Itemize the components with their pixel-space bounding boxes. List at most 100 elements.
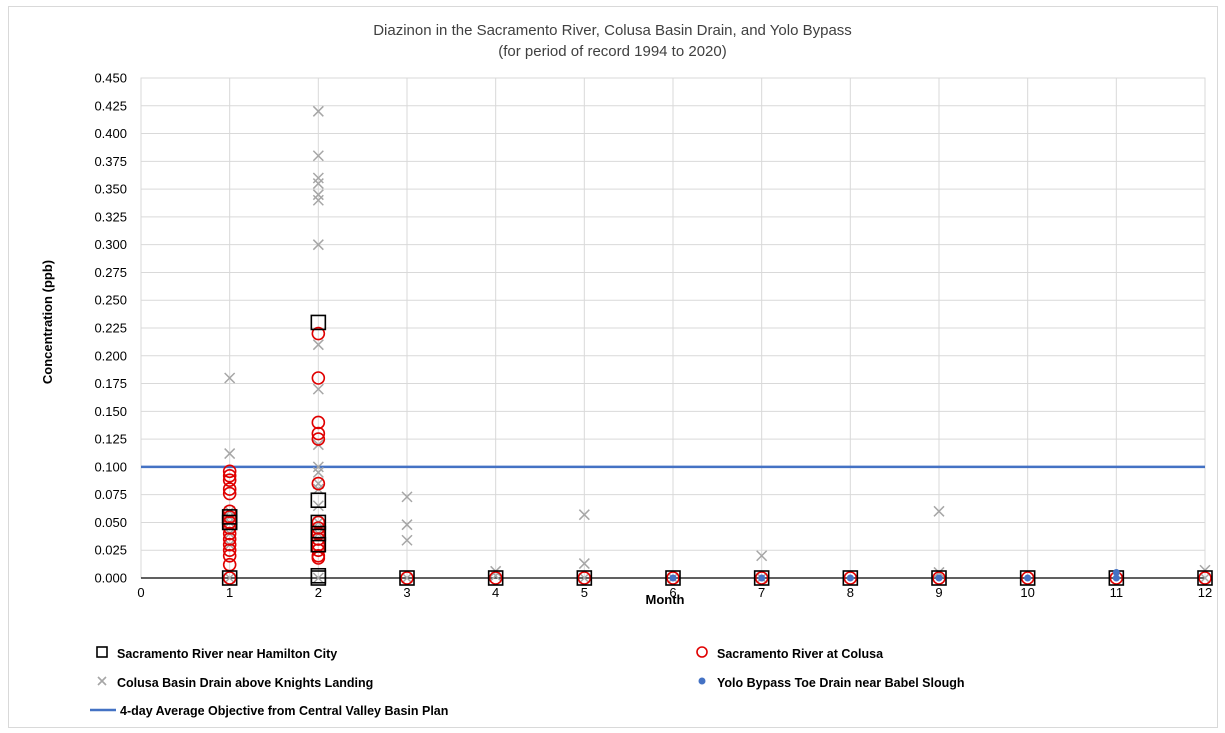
colusa-point <box>488 571 503 585</box>
colusa-point <box>222 537 237 552</box>
colusa-basin-drain-point <box>578 572 590 584</box>
colusa-point <box>311 476 326 491</box>
colusa-point <box>222 548 237 563</box>
hamilton-city-point <box>665 570 681 586</box>
colusa-point <box>311 526 326 541</box>
colusa-basin-drain-point <box>312 466 324 478</box>
hamilton-city-point <box>487 570 504 586</box>
x-axis-label: Month <box>646 592 685 607</box>
colusa-basin-drain-point <box>312 478 324 490</box>
legend-label: Sacramento River at Colusa <box>717 646 884 661</box>
hamilton-city-point <box>842 570 859 586</box>
hamilton-city-point <box>753 570 770 586</box>
y-tick-label: 0.050 <box>94 515 127 530</box>
y-tick-label: 0.225 <box>94 321 127 336</box>
colusa-basin-drain-point <box>401 519 413 531</box>
y-tick-label: 0.400 <box>94 126 127 141</box>
colusa-point <box>400 571 414 585</box>
colusa-basin-drain-point <box>312 383 324 395</box>
hamilton-city-point <box>310 314 327 331</box>
hamilton-city-point <box>310 514 327 531</box>
x-tick-label: 0 <box>137 585 144 600</box>
colusa-basin-drain-point <box>312 239 324 251</box>
colusa-basin-drain-point <box>224 448 236 460</box>
colusa-basin-drain-point <box>312 189 324 201</box>
x-tick-label: 4 <box>492 585 499 600</box>
colusa-point <box>843 571 858 585</box>
circle-marker-icon <box>695 646 709 661</box>
square-marker-icon <box>95 646 109 661</box>
colusa-basin-drain-point <box>312 105 324 117</box>
legend-label: Colusa Basin Drain above Knights Landing <box>117 675 374 690</box>
x-tick-label: 2 <box>315 585 322 600</box>
colusa-point <box>222 532 237 546</box>
colusa-point <box>222 468 237 483</box>
colusa-point <box>577 571 592 585</box>
colusa-basin-drain-point <box>312 500 324 512</box>
x-marker-icon <box>95 675 109 690</box>
y-tick-label: 0.300 <box>94 237 127 252</box>
colusa-point <box>222 521 237 535</box>
colusa-point <box>222 473 237 488</box>
yolo-bypass-point <box>758 574 766 582</box>
y-tick-label: 0.350 <box>94 182 127 197</box>
y-tick-label: 0.075 <box>94 487 127 502</box>
hamilton-city-point <box>310 570 327 586</box>
colusa-basin-drain-point <box>1199 572 1211 584</box>
colusa-point <box>311 432 326 446</box>
y-tick-label: 0.325 <box>94 209 127 224</box>
x-tick-label: 6 <box>669 585 676 600</box>
y-tick-label: 0.000 <box>94 571 127 586</box>
colusa-point <box>222 515 237 530</box>
legend-label: Yolo Bypass Toe Drain near Babel Slough <box>717 675 965 690</box>
yolo-bypass-point <box>669 574 677 582</box>
hamilton-city-point <box>1197 570 1213 586</box>
legend-item-colusa-basin-drain: Colusa Basin Drain above Knights Landing <box>95 675 373 690</box>
x-tick-label: 9 <box>935 585 942 600</box>
legend-label: 4-day Average Objective from Central Val… <box>120 704 449 718</box>
yolo-bypass-point <box>846 574 854 582</box>
y-tick-label: 0.250 <box>94 293 127 308</box>
colusa-point <box>311 532 326 546</box>
legend-item-objective-line: 4-day Average Objective from Central Val… <box>90 704 448 718</box>
y-tick-label: 0.275 <box>94 265 127 280</box>
colusa-point <box>222 510 237 524</box>
colusa-point <box>311 371 326 385</box>
hamilton-city-point <box>310 536 327 553</box>
colusa-basin-drain-point <box>578 509 590 521</box>
colusa-point <box>754 571 769 585</box>
colusa-point <box>311 521 326 535</box>
dot-marker-icon <box>695 675 709 690</box>
x-tick-label: 10 <box>1020 585 1034 600</box>
hamilton-city-point <box>399 570 415 586</box>
data-marks <box>141 105 1213 586</box>
yolo-bypass-point <box>1024 574 1032 582</box>
x-tick-label: 8 <box>847 585 854 600</box>
colusa-point <box>311 537 326 552</box>
x-tick-label: 5 <box>581 585 588 600</box>
line-marker-icon <box>90 704 116 718</box>
colusa-basin-drain-point <box>224 572 236 584</box>
x-tick-label: 3 <box>403 585 410 600</box>
hamilton-city-point <box>221 509 238 525</box>
colusa-basin-drain-point <box>312 150 324 162</box>
hamilton-city-point <box>221 570 238 586</box>
yolo-bypass-point <box>935 574 943 582</box>
colusa-point <box>222 543 237 558</box>
legend-label: Sacramento River near Hamilton City <box>117 646 338 661</box>
grid-lines <box>140 77 1206 579</box>
y-tick-label: 0.150 <box>94 404 127 419</box>
colusa-basin-drain-point <box>312 194 324 206</box>
y-axis-label: Concentration (ppb) <box>40 260 55 384</box>
colusa-basin-drain-point <box>312 461 324 473</box>
yolo-bypass-point <box>1112 568 1120 576</box>
y-tick-label: 0.200 <box>94 348 127 363</box>
chart-frame <box>8 6 1218 728</box>
axes: 0.000 0.025 0.050 0.075 0.100 0.125 0.150 0.175… <box>94 71 1212 601</box>
hamilton-city-point <box>310 525 327 542</box>
colusa-basin-drain-point <box>578 558 590 570</box>
colusa-point <box>932 571 946 585</box>
colusa-point <box>1020 571 1035 585</box>
y-tick-label: 0.025 <box>94 543 127 558</box>
colusa-point <box>311 543 326 558</box>
